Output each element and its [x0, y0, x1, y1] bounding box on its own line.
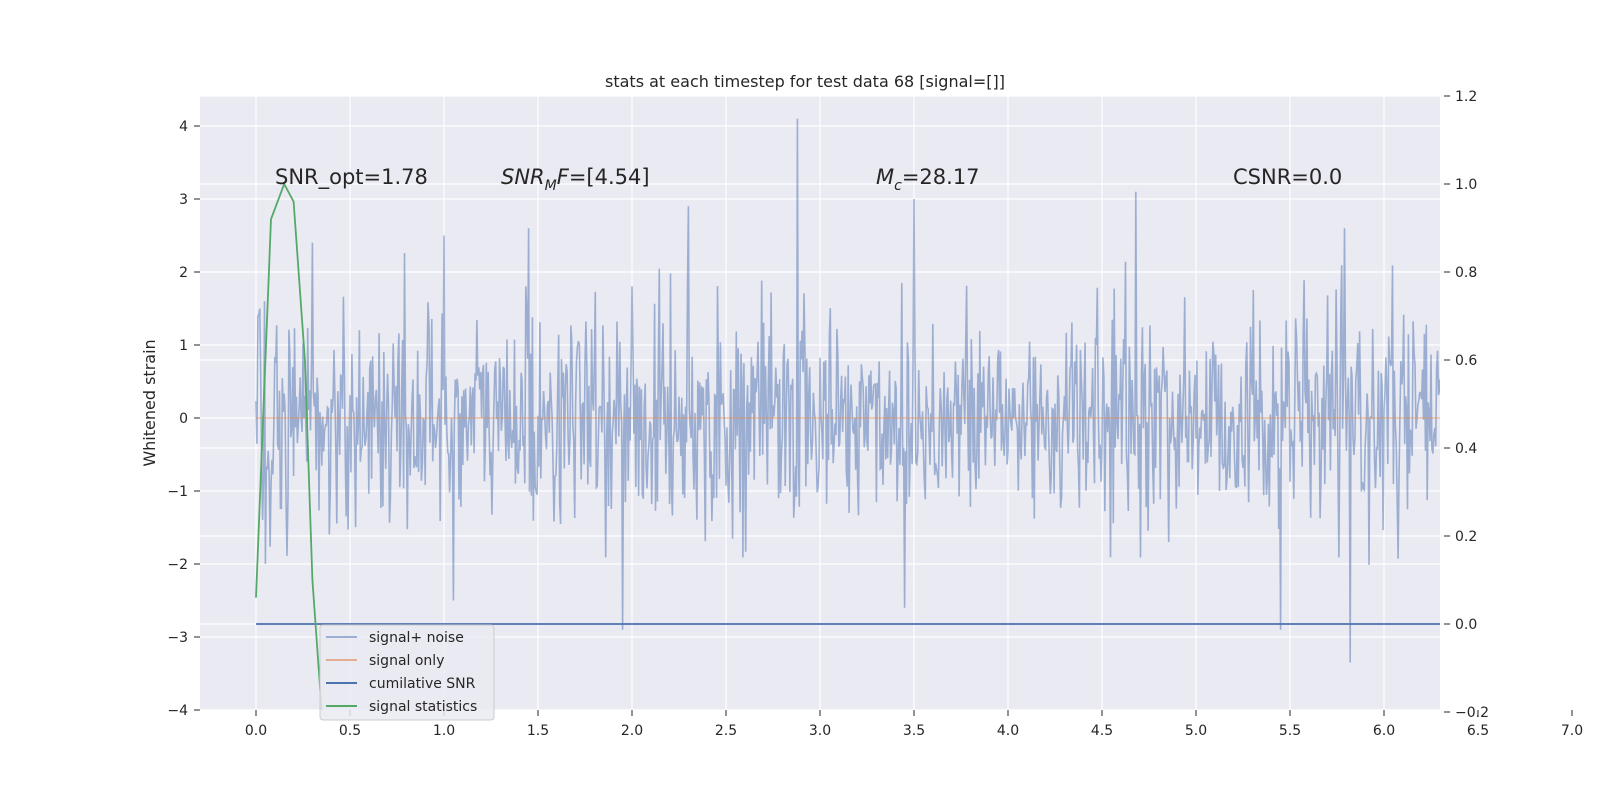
- x-tick-label: 6.5: [1467, 723, 1489, 739]
- series-signal-statistics-line: [255, 181, 323, 710]
- legend-box: [319, 624, 495, 721]
- x-tick-label: 3.5: [903, 723, 925, 739]
- y-tick-label: 2: [179, 265, 188, 281]
- y-right-tick-label: 1.2: [1455, 89, 1477, 105]
- y-right-tick-label: 0.6: [1455, 353, 1477, 369]
- y-tick-label: −2: [167, 557, 188, 573]
- y-tick-label: 4: [179, 119, 188, 135]
- x-tick-label: 4.5: [1091, 723, 1113, 739]
- y-tick-label: 1: [179, 338, 188, 354]
- annotation-mc: Mc=28.17: [876, 165, 980, 194]
- y-right-tick-label: 1.0: [1455, 177, 1477, 193]
- y-tick-label: −1: [167, 484, 188, 500]
- x-tick-label: 0.0: [245, 723, 267, 739]
- y-right-tick-label: 0.4: [1455, 441, 1477, 457]
- x-tick-label: 7.0: [1561, 723, 1583, 739]
- y-right-tick-label: −0.2: [1455, 705, 1489, 721]
- y-tick-label: 0: [179, 411, 188, 427]
- y-axis-label: Whitened strain: [140, 339, 159, 466]
- x-tick-label: 0.5: [339, 723, 361, 739]
- left-axis: −4 −3 −2 −1 0 1 2 3 4: [167, 119, 200, 719]
- x-axis: 0.0 0.5 1.0 1.5 2.0 2.5 3.0 3.5 4.0 4.5 5.0 5.5 6.0 6…: [245, 710, 1583, 739]
- legend-label-cumulative-snr: cumilative SNR: [369, 676, 476, 692]
- series-signal-noise-line: [255, 118, 1440, 663]
- x-tick-label: 5.0: [1185, 723, 1207, 739]
- y-right-tick-label: 0.2: [1455, 529, 1477, 545]
- series-layer: [255, 118, 1440, 710]
- annotation-csnr: CSNR=0.0: [1233, 165, 1342, 189]
- legend-label-signal-noise: signal+ noise: [369, 630, 464, 646]
- x-tick-label: 1.5: [527, 723, 549, 739]
- y-right-tick-label: 0.0: [1455, 617, 1477, 633]
- legend: signal+ noise signal only cumilative SNR…: [319, 624, 495, 721]
- series-signal-only-line: [256, 417, 1440, 419]
- legend-label-signal-only: signal only: [369, 653, 444, 669]
- x-tick-label: 2.5: [715, 723, 737, 739]
- y-right-tick-label: 0.8: [1455, 265, 1477, 281]
- x-tick-label: 3.0: [809, 723, 831, 739]
- legend-label-signal-statistics: signal statistics: [369, 699, 477, 715]
- y-tick-label: 3: [179, 192, 188, 208]
- x-tick-label: 5.5: [1279, 723, 1301, 739]
- x-tick-label: 2.0: [621, 723, 643, 739]
- chart-title: stats at each timestep for test data 68 …: [605, 72, 1005, 91]
- y-tick-label: −4: [167, 703, 188, 719]
- x-tick-label: 1.0: [433, 723, 455, 739]
- x-tick-label: 4.0: [997, 723, 1019, 739]
- annotation-snr-opt: SNR_opt=1.78: [275, 165, 428, 190]
- annotation-snr-mf: SNRMF=[4.54]: [501, 165, 650, 194]
- right-axis: −0.2 0.0 0.2 0.4 0.6 0.8 1.0 1.2: [1444, 89, 1489, 721]
- y-tick-label: −3: [167, 630, 188, 646]
- x-tick-label: 6.0: [1373, 723, 1395, 739]
